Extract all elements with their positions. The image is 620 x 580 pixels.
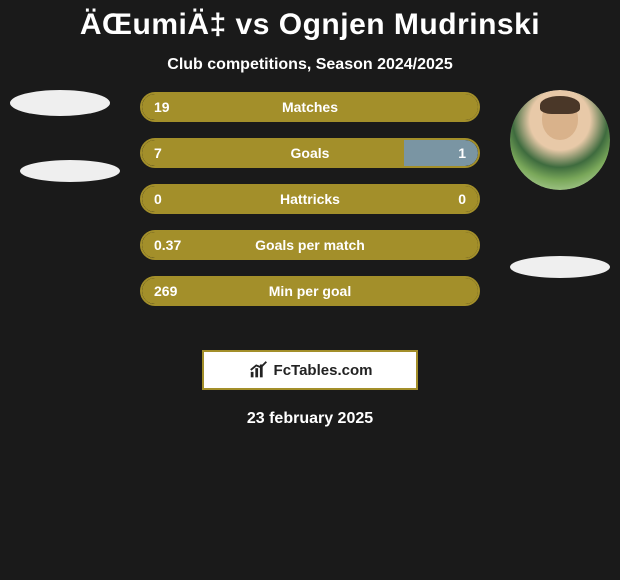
stat-row: 7Goals1 bbox=[140, 138, 480, 168]
comparison-widget: ÄŒumiÄ‡ vs Ognjen Mudrinski Club competi… bbox=[0, 0, 620, 428]
player-right-avatar bbox=[510, 90, 610, 190]
stat-rows: 19Matches 7Goals1 0Hattricks0 0.37Goals per… bbox=[140, 92, 480, 322]
branding-badge[interactable]: FcTables.com bbox=[202, 350, 418, 390]
stat-row: 19Matches bbox=[140, 92, 480, 122]
stat-label: Hattricks bbox=[142, 191, 478, 207]
stat-label: Goals per match bbox=[142, 237, 478, 253]
date-label: 23 february 2025 bbox=[0, 410, 620, 428]
player-right-ellipse bbox=[510, 256, 610, 278]
subtitle: Club competitions, Season 2024/2025 bbox=[0, 56, 620, 74]
value-right: 0 bbox=[458, 191, 466, 207]
stats-area: 19Matches7Goals10Hattricks00.37Goals per… bbox=[0, 104, 620, 344]
stat-row: 0.37Goals per match bbox=[140, 230, 480, 260]
stat-label: Matches bbox=[142, 99, 478, 115]
stat-label: Goals bbox=[142, 145, 478, 161]
avatar-face-icon bbox=[510, 90, 610, 190]
player-left-ellipse bbox=[10, 90, 110, 116]
stat-row: 0Hattricks0 bbox=[140, 184, 480, 214]
stat-row: 269Min per goal bbox=[140, 276, 480, 306]
page-title: ÄŒumiÄ‡ vs Ognjen Mudrinski bbox=[0, 8, 620, 42]
chart-icon bbox=[248, 359, 270, 381]
value-right: 1 bbox=[458, 145, 466, 161]
player-left-ellipse-2 bbox=[20, 160, 120, 182]
branding-text: FcTables.com bbox=[274, 362, 373, 379]
stat-label: Min per goal bbox=[142, 283, 478, 299]
